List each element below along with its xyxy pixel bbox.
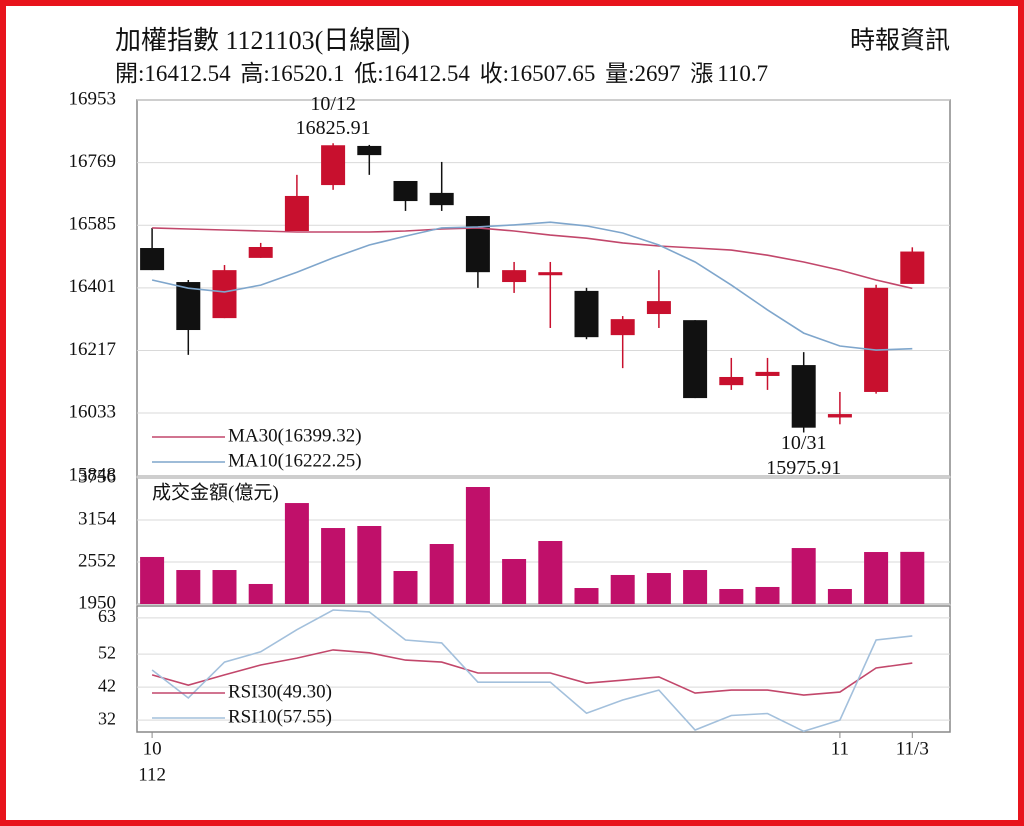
info-value: 110.7	[717, 61, 768, 86]
candle-body	[791, 365, 816, 428]
info-label: 高:	[240, 61, 269, 86]
y-tick-label: 3154	[78, 508, 117, 529]
candle-body	[248, 246, 273, 258]
candle-body	[284, 195, 309, 232]
candle-body	[140, 248, 165, 271]
info-label: 漲	[690, 61, 713, 86]
info-label: 收:	[480, 61, 509, 86]
y-tick-label: 16953	[69, 88, 117, 109]
series-line	[151, 609, 913, 733]
bar	[176, 570, 201, 604]
candle-body	[465, 216, 490, 273]
y-tick-label: 42	[98, 675, 116, 695]
info-value: 16520.1	[270, 61, 345, 86]
x-tick-label: 11	[831, 738, 849, 759]
bar	[502, 559, 527, 604]
bar	[465, 487, 490, 604]
info-label: 低:	[354, 61, 383, 86]
y-tick-label: 15848	[69, 464, 117, 485]
info-value: 16507.65	[509, 61, 595, 86]
candle-body	[502, 270, 527, 283]
bar	[646, 573, 671, 604]
bar	[755, 586, 780, 604]
candle-body	[646, 301, 671, 315]
legend-label: MA30(16399.32)	[228, 425, 362, 446]
candle-body	[683, 320, 708, 399]
candle-body	[827, 414, 852, 418]
bar	[900, 551, 925, 604]
bar	[791, 548, 816, 604]
chart-title: 加權指數 1121103(日線圖)	[115, 26, 410, 55]
bar	[248, 583, 273, 604]
candle-body	[574, 290, 599, 338]
candle-body	[538, 272, 563, 276]
candle-body	[755, 371, 780, 376]
annotation-label: 10/12	[310, 93, 356, 115]
info-label: 開:	[115, 61, 144, 86]
x-sublabel: 112	[138, 764, 166, 785]
bar	[393, 571, 418, 604]
candle-body	[900, 251, 925, 284]
annotation-label: 10/31	[781, 432, 827, 454]
source: 時報資訊	[850, 27, 950, 55]
legend-label: RSI10(57.55)	[228, 706, 332, 727]
y-tick-label: 1950	[78, 592, 116, 613]
candle-body	[864, 287, 889, 392]
y-tick-label: 16585	[69, 214, 117, 235]
bar	[429, 544, 454, 604]
bar	[212, 570, 237, 604]
candle-body	[610, 319, 635, 336]
legend-label: MA10(16222.25)	[228, 450, 362, 471]
legend-label: RSI30(49.30)	[228, 681, 332, 702]
y-tick-label: 16769	[69, 151, 117, 172]
info-value: 16412.54	[144, 61, 231, 86]
y-tick-label: 16033	[69, 401, 117, 422]
info-value: 16412.54	[384, 61, 471, 86]
candle-body	[321, 145, 346, 186]
annotation-value: 16825.91	[296, 117, 371, 139]
bar	[538, 541, 563, 604]
panel-frame	[136, 605, 951, 733]
info-line: 開:16412.54 高:16520.1 低:16412.54 收:16507.…	[115, 61, 768, 86]
y-tick-label: 16217	[69, 339, 117, 360]
series-line	[152, 227, 913, 290]
y-tick-label: 16401	[69, 276, 117, 297]
bar	[574, 588, 599, 604]
y-tick-label: 63	[98, 606, 116, 626]
panel-label: 成交金額(億元)	[152, 481, 279, 503]
y-tick-label: 2552	[78, 550, 116, 571]
bar	[357, 526, 382, 604]
y-tick-label: 32	[98, 708, 116, 728]
bar	[140, 556, 165, 604]
info-value: 2697	[634, 61, 680, 86]
y-tick-label: 3756	[78, 466, 116, 487]
candle-body	[176, 282, 201, 331]
bar	[610, 574, 635, 604]
bar	[683, 570, 708, 604]
bar	[284, 503, 309, 604]
candle-body	[212, 270, 237, 319]
candle-body	[393, 180, 418, 202]
series-line	[151, 221, 913, 351]
y-tick-label: 52	[98, 642, 116, 662]
candle-body	[429, 192, 454, 206]
annotation-value: 15975.91	[766, 457, 841, 479]
bar	[864, 552, 889, 604]
x-tick-label: 10	[143, 738, 162, 759]
candle-body	[719, 376, 744, 386]
candle-body	[357, 145, 382, 156]
info-label: 量:	[605, 61, 634, 86]
bar	[827, 589, 852, 604]
x-tick-label: 11/3	[896, 738, 929, 759]
series-line	[151, 649, 913, 696]
bar	[321, 528, 346, 604]
bar	[719, 589, 744, 604]
